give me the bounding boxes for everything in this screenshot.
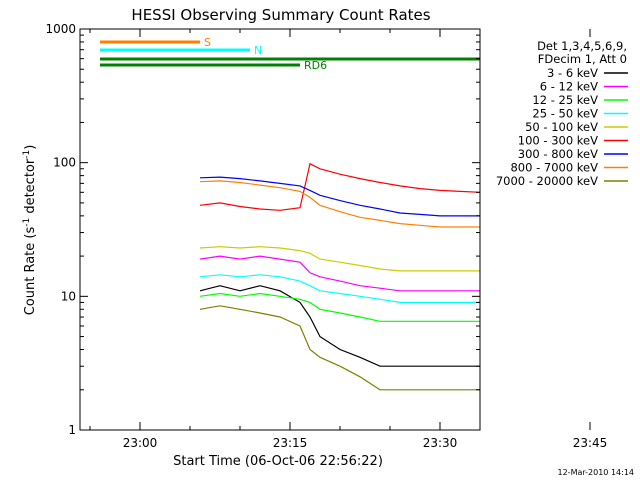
flag-label-s: S (204, 36, 211, 49)
legend-label-7: 300 - 800 keV (518, 147, 598, 161)
y-tick-label: 1 (68, 423, 76, 437)
x-tick-label: 23:45 (573, 436, 608, 450)
chart-title: HESSI Observing Summary Count Rates (131, 6, 430, 24)
legend-label-3: 12 - 25 keV (532, 93, 598, 107)
legend-label-1: 3 - 6 keV (547, 66, 598, 80)
series-line-5 (199, 246, 480, 272)
y-axis-label: Count Rate (s-1 detector-1) (22, 145, 38, 316)
x-tick-label: 23:30 (423, 436, 458, 450)
legend: Det 1,3,4,5,6,9, FDecim 1, Att 0 3 - 6 k… (496, 39, 628, 188)
x-tick-label: 23:00 (123, 436, 158, 450)
legend-header-line-2: FDecim 1, Att 0 (538, 52, 627, 66)
series-line-1 (199, 285, 480, 367)
y-tick-label: 100 (53, 156, 76, 170)
y-tick-label: 1000 (45, 22, 76, 36)
legend-label-6: 100 - 300 keV (518, 134, 598, 148)
legend-label-8: 800 - 7000 keV (510, 161, 598, 175)
x-tick-label: 23:15 (273, 436, 308, 450)
footer-timestamp: 12-Mar-2010 14:14 (558, 468, 635, 477)
series-line-2 (199, 255, 480, 292)
y-tick-label: 10 (61, 289, 76, 303)
series-line-8 (199, 180, 480, 228)
legend-label-2: 6 - 12 keV (540, 80, 598, 94)
legend-label-5: 50 - 100 keV (525, 120, 598, 134)
x-axis-label: Start Time (06-Oct-06 22:56:22) (173, 454, 383, 469)
legend-header-line-1: Det 1,3,4,5,6,9, (537, 39, 627, 53)
series-line-4 (199, 274, 480, 303)
legend-label-9: 7000 - 20000 keV (496, 174, 598, 188)
series-line-6 (199, 162, 480, 211)
series-line-3 (199, 292, 480, 322)
series-line-7 (199, 176, 480, 217)
flag-label-n: N (254, 44, 262, 57)
plot-frame (79, 28, 481, 431)
series-line-9 (199, 305, 480, 391)
flag-label-rd6: RD6 (304, 59, 327, 72)
legend-label-4: 25 - 50 keV (532, 107, 598, 121)
